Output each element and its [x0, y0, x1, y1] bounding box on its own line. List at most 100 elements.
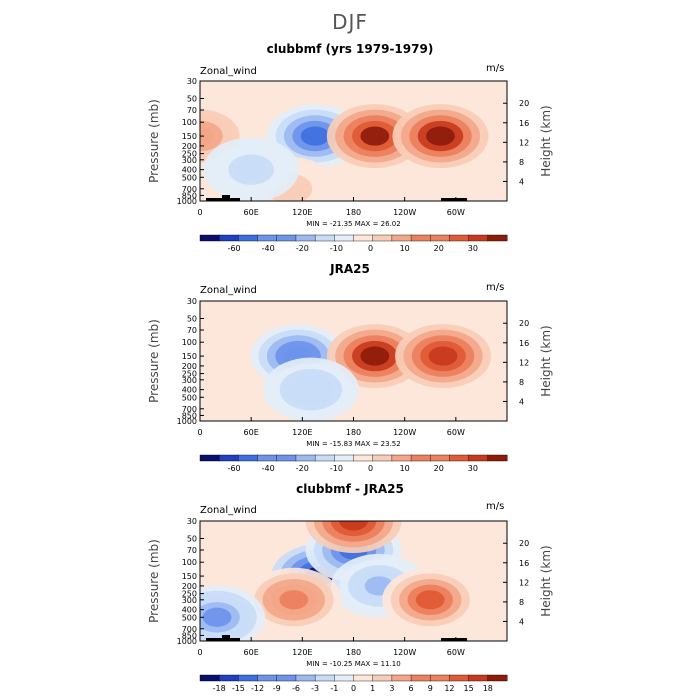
- colorbar-swatch: [334, 674, 354, 682]
- contour-band-4-0: [382, 567, 479, 632]
- contour-band-3-1: [254, 573, 334, 627]
- contour-band-2-4: [364, 576, 394, 596]
- y-tick-label: 850: [182, 411, 197, 420]
- panel-1-variable-label: Zonal_wind: [200, 66, 257, 77]
- contour-band-0-4: [283, 346, 313, 366]
- colorbar-swatch: [430, 674, 450, 682]
- contour-band-3-4: [296, 380, 326, 400]
- contour-band-6-1: [200, 590, 257, 641]
- contour-band-3-3: [271, 584, 317, 615]
- terrain-bar: [206, 638, 240, 641]
- terrain-peak: [222, 635, 230, 641]
- colorbar-swatch: [257, 454, 278, 462]
- y-right-tick-label: 8: [519, 598, 524, 607]
- x-tick-label: 60W: [447, 208, 465, 217]
- contour-band-5-4: [339, 521, 368, 531]
- contour-band-1-3: [352, 120, 398, 152]
- contour-band-1-0: [326, 324, 423, 389]
- contour-band-0-2: [283, 115, 347, 157]
- y-tick-label: 100: [182, 118, 197, 127]
- y-tick-label: 70: [187, 326, 197, 335]
- colorbar-swatch: [314, 674, 335, 682]
- colorbar-swatch: [218, 234, 239, 242]
- y-tick-label: 700: [182, 625, 197, 634]
- contour-band-5-3: [228, 154, 274, 185]
- panel-2-title: JRA25: [330, 262, 370, 276]
- colorbar-swatch: [257, 674, 278, 682]
- x-tick-label: 120W: [393, 428, 416, 437]
- contour-band-1-0: [305, 521, 402, 582]
- contour-band-6-4: [202, 607, 232, 627]
- y-tick-label: 850: [182, 191, 197, 200]
- contour-band-2-2: [347, 565, 411, 607]
- panel-3-title: clubbmf - JRA25: [296, 482, 404, 496]
- y-right-tick-label: 8: [519, 158, 524, 167]
- colorbar-label: 12: [444, 684, 454, 693]
- contour-band-6-2: [200, 596, 249, 639]
- y-right-tick-label: 20: [519, 319, 529, 328]
- terrain-peak: [222, 195, 230, 201]
- colorbar-label: 6: [409, 684, 414, 693]
- colorbar-swatch: [410, 454, 431, 462]
- colorbar-swatch: [391, 454, 412, 462]
- contour-band-0-4: [304, 566, 334, 586]
- x-tick-label: 60E: [244, 648, 259, 657]
- colorbar-swatch: [314, 454, 335, 462]
- contour-band-2-3: [417, 120, 464, 152]
- colorbar-swatch: [372, 454, 393, 462]
- plot-frame: [199, 80, 508, 202]
- contour-band-3-3: [288, 374, 334, 405]
- x-tick-label: 60E: [244, 208, 259, 217]
- colorbar-label: 30: [468, 244, 478, 253]
- colorbar-swatch: [238, 454, 259, 462]
- colorbar-swatch: [257, 234, 278, 242]
- panel-3-variable-label: Zonal_wind: [200, 505, 257, 516]
- x-tick-label: 60W: [447, 428, 465, 437]
- contour-band-4-4: [415, 590, 445, 610]
- colorbar-label: -40: [262, 244, 275, 253]
- contour-band-0-0: [271, 544, 368, 609]
- contour-band-5-0: [203, 137, 300, 201]
- colorbar-label: 10: [400, 464, 410, 473]
- colorbar-swatch: [372, 674, 393, 682]
- y-tick-label: 250: [182, 370, 197, 379]
- x-tick-label: 0: [197, 648, 202, 657]
- y-right-tick-label: 20: [519, 539, 529, 548]
- colorbar-label: -60: [228, 244, 241, 253]
- y-right-tick-label: 12: [519, 358, 529, 367]
- y-right-tick-label: 4: [519, 397, 524, 406]
- contour-band-3-3: [200, 120, 223, 152]
- colorbar-swatch: [276, 674, 297, 682]
- contour-band-1-2: [322, 529, 385, 571]
- contour-band-3-2: [200, 115, 232, 157]
- contour-band-0-1: [258, 329, 338, 383]
- contour-band-4-3: [266, 173, 313, 201]
- contour-group: [250, 324, 492, 421]
- colorbar-label: -20: [296, 464, 309, 473]
- y-axis-title: Pressure (mb): [147, 99, 161, 183]
- y-right-tick-label: 16: [519, 559, 529, 568]
- colorbar-swatch: [334, 234, 354, 242]
- contour-band-2-0: [331, 553, 428, 618]
- contour-band-0-3: [275, 340, 321, 372]
- contour-band-5-3: [330, 521, 377, 537]
- colorbar-label: -9: [273, 684, 281, 693]
- contour-band-1-2: [343, 335, 407, 377]
- min-max-label: MIN = -15.83 MAX = 23.52: [306, 440, 400, 448]
- y-tick-label: 100: [182, 558, 197, 567]
- plot-background: [200, 521, 507, 641]
- colorbar-swatch: [410, 234, 431, 242]
- colorbar-label: 9: [428, 684, 433, 693]
- y-tick-label: 700: [182, 405, 197, 414]
- y-axis-title: Pressure (mb): [147, 319, 161, 403]
- colorbar-swatch: [430, 454, 450, 462]
- contour-band-3-2: [279, 368, 343, 411]
- colorbar-swatch: [334, 454, 354, 462]
- y-tick-label: 50: [187, 94, 197, 103]
- y-right-tick-label: 12: [519, 578, 529, 587]
- colorbar-label: -40: [262, 464, 275, 473]
- y-tick-label: 300: [182, 596, 197, 605]
- contour-band-1-0: [326, 104, 423, 169]
